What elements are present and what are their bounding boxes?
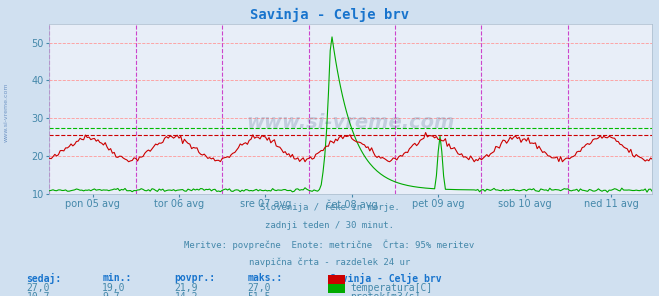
Text: 14,2: 14,2	[175, 292, 198, 296]
Text: Savinja - Celje brv: Savinja - Celje brv	[250, 7, 409, 22]
Text: www.si-vreme.com: www.si-vreme.com	[4, 83, 9, 142]
Text: 27,0: 27,0	[247, 283, 271, 293]
Text: Savinja - Celje brv: Savinja - Celje brv	[330, 273, 441, 284]
Text: Slovenija / reke in morje.: Slovenija / reke in morje.	[260, 203, 399, 212]
Text: 10,7: 10,7	[26, 292, 50, 296]
Text: povpr.:: povpr.:	[175, 273, 215, 283]
Text: min.:: min.:	[102, 273, 132, 283]
Text: sedaj:: sedaj:	[26, 273, 61, 284]
Text: 27,0: 27,0	[26, 283, 50, 293]
Text: www.si-vreme.com: www.si-vreme.com	[246, 113, 455, 132]
Text: Meritve: povprečne  Enote: metrične  Črta: 95% meritev: Meritve: povprečne Enote: metrične Črta:…	[185, 239, 474, 250]
Text: 21,9: 21,9	[175, 283, 198, 293]
Text: temperatura[C]: temperatura[C]	[350, 283, 432, 293]
Text: navpična črta - razdelek 24 ur: navpična črta - razdelek 24 ur	[249, 258, 410, 267]
Text: 9,7: 9,7	[102, 292, 120, 296]
Text: 19,0: 19,0	[102, 283, 126, 293]
Text: 51,5: 51,5	[247, 292, 271, 296]
Text: pretok[m3/s]: pretok[m3/s]	[350, 292, 420, 296]
Text: maks.:: maks.:	[247, 273, 282, 283]
Text: zadnji teden / 30 minut.: zadnji teden / 30 minut.	[265, 221, 394, 230]
